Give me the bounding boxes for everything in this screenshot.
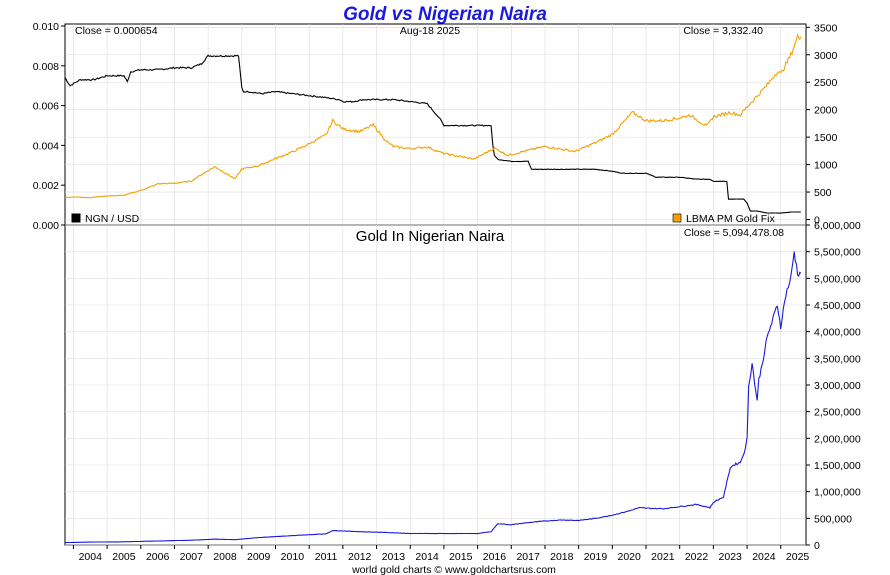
top-right-tick-label: 3000 [814, 50, 838, 62]
bottom-right-tick-label: 2,500,000 [814, 407, 861, 419]
top-right-tick-label: 1000 [814, 160, 838, 172]
gold-legend-swatch [672, 213, 682, 223]
gold-legend-label: LBMA PM Gold Fix [686, 213, 775, 225]
gold-close-label: Close = 3,332.40 [683, 25, 763, 37]
top-left-tick-label: 0.004 [33, 140, 59, 152]
top-right-tick-label: 1500 [814, 132, 838, 144]
x-tick-label: 2005 [112, 551, 136, 563]
top-right-tick-label: 3500 [814, 22, 838, 34]
chart-title: Gold vs Nigerian Naira [343, 4, 547, 25]
bottom-right-tick-label: 6,000,000 [814, 220, 861, 232]
bottom-right-axis-ticks: 0 500,000 1,000,000 1,500,000 2,000,000 2,500… [806, 220, 861, 552]
x-tick-label: 2013 [382, 551, 406, 563]
x-tick-label: 2009 [247, 551, 271, 563]
bottom-right-tick-label: 3,000,000 [814, 380, 861, 392]
naira-gold-close-label: Close = 5,094,478.08 [684, 227, 784, 239]
x-tick-label: 2010 [281, 551, 305, 563]
top-panel: 0.000 0.002 0.004 0.006 0.008 0.010 0 500 1000 1… [33, 21, 838, 232]
x-tick-label: 2024 [752, 551, 776, 563]
bottom-grid [65, 224, 806, 546]
top-right-tick-label: 0 [814, 215, 820, 227]
x-axis-ticks: 2004 2005 2006 2007 2008 2009 2010 2011 2012 2013… [72, 545, 810, 563]
bottom-right-tick-label: 4,500,000 [814, 300, 861, 312]
x-tick-label: 2011 [315, 551, 338, 563]
ngn-legend-swatch [71, 213, 81, 223]
x-tick-label: 2012 [348, 551, 372, 563]
x-tick-label: 2018 [550, 551, 574, 563]
top-left-tick-label: 0.006 [33, 101, 59, 113]
x-tick-label: 2022 [685, 551, 709, 563]
bottom-right-tick-label: 4,000,000 [814, 327, 861, 339]
top-right-tick-label: 2500 [814, 77, 838, 89]
bottom-right-tick-label: 2,000,000 [814, 433, 861, 445]
bottom-right-tick-label: 1,500,000 [814, 460, 861, 472]
top-grid [65, 24, 806, 225]
x-tick-label: 2008 [213, 551, 237, 563]
x-tick-label: 2023 [719, 551, 743, 563]
top-right-tick-label: 2000 [814, 105, 838, 117]
ngn-close-label: Close = 0.000654 [75, 25, 158, 37]
top-left-tick-label: 0.010 [33, 21, 59, 33]
gold-fix-line [64, 33, 802, 199]
top-left-tick-label: 0.002 [33, 180, 59, 192]
top-left-axis-ticks: 0.000 0.002 0.004 0.006 0.008 0.010 [33, 21, 65, 232]
bottom-right-tick-label: 5,500,000 [814, 247, 861, 259]
top-right-tick-label: 500 [814, 187, 832, 199]
bottom-panel: 0 500,000 1,000,000 1,500,000 2,000,000 2,500… [64, 220, 861, 552]
ngn-usd-line [64, 54, 801, 214]
x-tick-label: 2016 [483, 551, 507, 563]
ngn-legend-label: NGN / USD [85, 213, 140, 225]
top-series [64, 33, 802, 214]
x-tick-label: 2025 [786, 551, 810, 563]
x-tick-label: 2015 [449, 551, 473, 563]
gold-in-naira-line [65, 251, 802, 544]
x-tick-label: 2006 [146, 551, 170, 563]
x-tick-label: 2017 [516, 551, 540, 563]
bottom-panel-title: Gold In Nigerian Naira [356, 228, 505, 245]
footer-credit: world gold charts © www.goldchartsrus.co… [351, 564, 556, 575]
x-tick-label: 2021 [651, 551, 675, 563]
x-tick-label: 2020 [617, 551, 641, 563]
x-tick-label: 2004 [79, 551, 103, 563]
bottom-right-tick-label: 500,000 [814, 513, 852, 525]
bottom-right-tick-label: 5,000,000 [814, 273, 861, 285]
top-left-tick-label: 0.000 [33, 220, 59, 232]
bottom-right-tick-label: 0 [814, 540, 820, 552]
bottom-series [65, 251, 802, 544]
x-tick-label: 2007 [180, 551, 204, 563]
top-panel-frame [64, 23, 807, 226]
top-right-axis-ticks: 0 500 1000 1500 2000 2500 3000 3500 [806, 22, 838, 227]
x-tick-label: 2019 [584, 551, 608, 563]
top-left-tick-label: 0.008 [33, 61, 59, 73]
bottom-right-tick-label: 3,500,000 [814, 353, 861, 365]
x-tick-label: 2014 [415, 551, 439, 563]
bottom-right-tick-label: 1,000,000 [814, 487, 861, 499]
date-label: Aug-18 2025 [400, 25, 460, 37]
